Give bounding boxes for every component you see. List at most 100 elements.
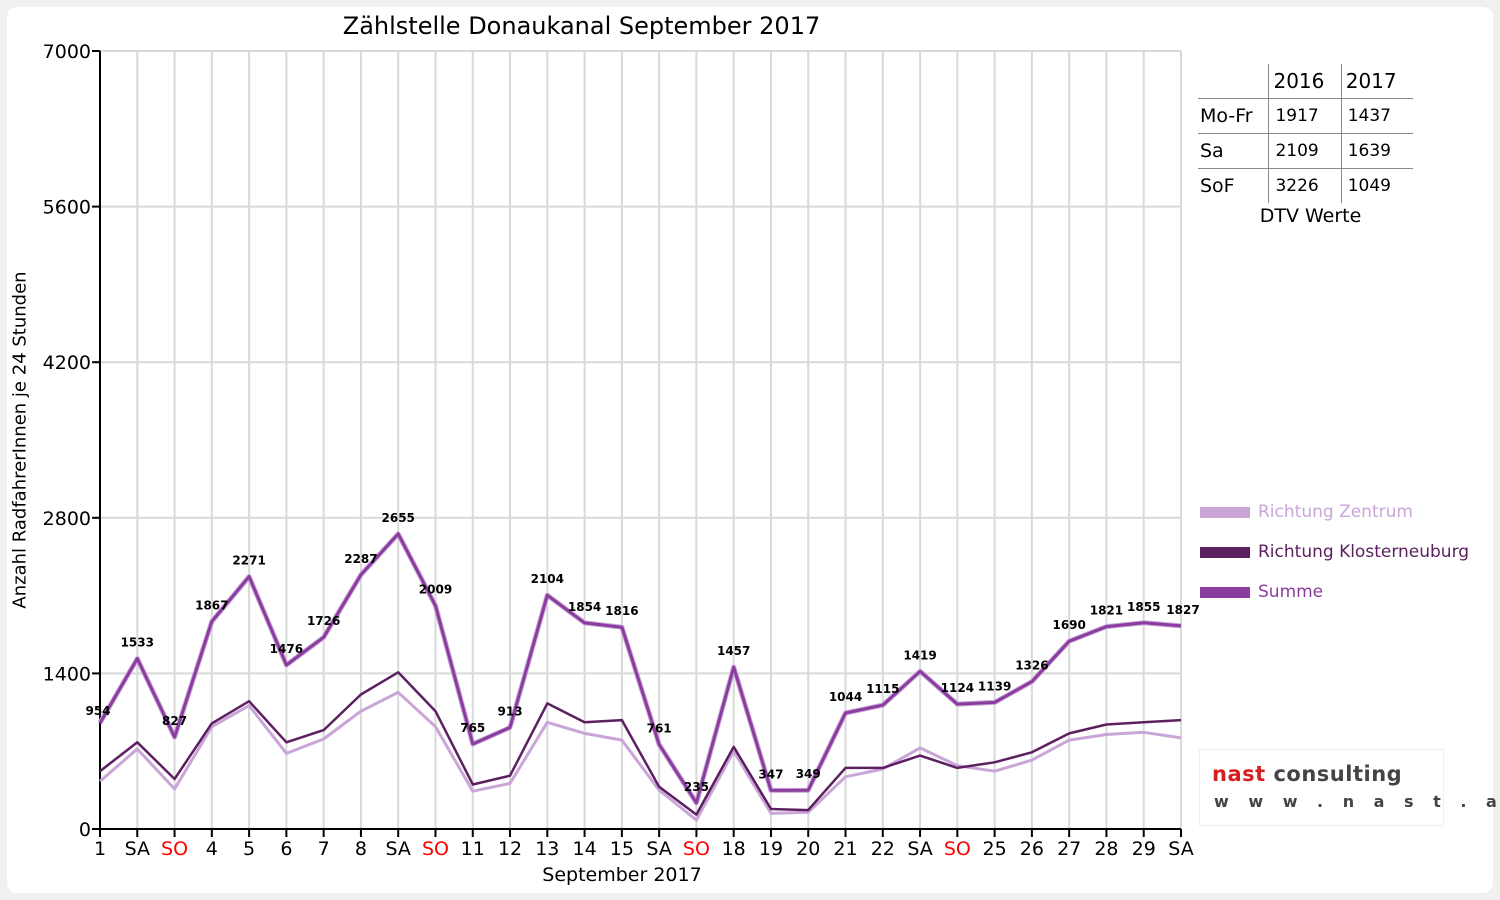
chart-title: Zählstelle Donaukanal September 2017 xyxy=(342,12,821,40)
y-tick-label: 7000 xyxy=(43,41,91,63)
x-tick-label: SA xyxy=(1168,838,1193,860)
x-tick-label: SA xyxy=(385,838,410,860)
y-tick-label: 1400 xyxy=(43,663,91,685)
dtv-cell: 3226 xyxy=(1268,168,1342,203)
legend-item-summe: Summe xyxy=(1200,572,1469,612)
y-tick-label: 0 xyxy=(79,819,91,841)
dtv-col-2016: 2016 xyxy=(1268,64,1342,99)
data-label: 2009 xyxy=(419,583,452,597)
x-tick-label: SO xyxy=(683,838,710,860)
data-label: 1326 xyxy=(1015,659,1048,673)
dtv-cell: 1639 xyxy=(1340,133,1413,169)
data-label: 2287 xyxy=(344,552,377,566)
x-tick-label: 13 xyxy=(535,838,559,860)
data-label: 1854 xyxy=(568,600,601,614)
data-label: 1044 xyxy=(829,690,862,704)
data-label: 765 xyxy=(460,721,485,735)
series-line-richtung-zentrum xyxy=(99,690,1182,822)
x-tick-label: 21 xyxy=(833,838,857,860)
x-tick-label: SO xyxy=(422,838,449,860)
data-label: 1816 xyxy=(605,604,638,618)
x-tick-label: 15 xyxy=(610,838,634,860)
legend-swatch xyxy=(1200,546,1250,558)
x-tick-label: 4 xyxy=(206,838,218,860)
logo-wordmark: nast consulting xyxy=(1212,762,1402,786)
x-tick-label: 19 xyxy=(759,838,783,860)
y-tick-label: 2800 xyxy=(43,508,91,530)
data-label: 1476 xyxy=(270,642,303,656)
x-tick-label: 29 xyxy=(1132,838,1156,860)
dtv-row-label: Mo-Fr xyxy=(1198,98,1269,134)
dtv-row: Sa 2109 1639 xyxy=(1198,133,1413,169)
data-label: 347 xyxy=(758,767,783,781)
x-axis-label: September 2017 xyxy=(542,864,702,886)
x-tick-label: 6 xyxy=(280,838,292,860)
logo-word-consulting: consulting xyxy=(1273,762,1403,786)
data-label: 349 xyxy=(796,767,821,781)
y-axis-label: Anzahl RadfahrerInnen je 24 Stunden xyxy=(9,271,31,609)
data-label: 2271 xyxy=(232,554,265,568)
company-logo: nast consulting w w w . n a s t . a t xyxy=(1200,750,1500,825)
data-label: 2104 xyxy=(531,572,564,586)
data-label: 1457 xyxy=(717,644,750,658)
dtv-header-row: 2016 2017 xyxy=(1198,64,1413,99)
series-line-summe xyxy=(98,532,1182,805)
x-tick-label: 12 xyxy=(498,838,522,860)
y-tick-label: 4200 xyxy=(43,352,91,374)
data-label: 1867 xyxy=(195,598,228,612)
dtv-row-label: Sa xyxy=(1198,133,1269,169)
x-tick-label: 8 xyxy=(355,838,367,860)
legend-label: Summe xyxy=(1258,582,1324,602)
x-tick-label: 25 xyxy=(983,838,1007,860)
legend-label: Richtung Klosterneuburg xyxy=(1258,542,1470,562)
legend-item-zentrum: Richtung Zentrum xyxy=(1200,492,1469,532)
legend: Richtung Zentrum Richtung Klosterneuburg… xyxy=(1200,492,1469,612)
logo-url: w w w . n a s t . a t xyxy=(1214,792,1500,811)
data-label: 235 xyxy=(684,780,709,794)
dtv-caption: DTV Werte xyxy=(1259,205,1362,227)
legend-item-klosterneuburg: Richtung Klosterneuburg xyxy=(1200,532,1469,572)
x-tick-label: SA xyxy=(907,838,932,860)
data-label: 1115 xyxy=(866,682,899,696)
series-line-richtung-klosterneuburg xyxy=(99,671,1182,816)
x-tick-label: 11 xyxy=(461,838,485,860)
data-label: 1855 xyxy=(1127,600,1160,614)
x-tick-label: 22 xyxy=(871,838,895,860)
data-label: 913 xyxy=(498,705,523,719)
x-tick-label: 14 xyxy=(572,838,596,860)
legend-swatch xyxy=(1200,586,1250,598)
x-tick-label: SA xyxy=(646,838,671,860)
logo-word-nast: nast xyxy=(1212,762,1266,786)
data-label: 827 xyxy=(162,714,187,728)
dtv-row: SoF 3226 1049 xyxy=(1198,168,1413,203)
dtv-row-label: SoF xyxy=(1200,175,1235,197)
x-tick-label: 5 xyxy=(243,838,255,860)
x-tick-label: 1 xyxy=(94,838,106,860)
dtv-cell: 1437 xyxy=(1340,98,1413,134)
data-label: 1726 xyxy=(307,614,340,628)
legend-swatch xyxy=(1200,506,1250,518)
x-tick-label: 28 xyxy=(1094,838,1118,860)
x-tick-label: 27 xyxy=(1057,838,1081,860)
data-label: 761 xyxy=(647,721,672,735)
x-tick-label: SA xyxy=(125,838,150,860)
legend-label: Richtung Zentrum xyxy=(1258,502,1413,522)
data-label: 1419 xyxy=(903,648,936,662)
dtv-row: Mo-Fr 1917 1437 xyxy=(1198,98,1413,134)
x-tick-label: 26 xyxy=(1020,838,1044,860)
y-tick-label: 5600 xyxy=(43,197,91,219)
data-label: 1827 xyxy=(1166,603,1199,617)
data-label: 2655 xyxy=(382,511,415,525)
data-label: 1821 xyxy=(1090,604,1123,618)
dtv-table: 2016 2017 Mo-Fr 1917 1437 Sa 2109 1639 S… xyxy=(1198,64,1413,227)
data-label: 954 xyxy=(85,704,110,718)
data-label: 1533 xyxy=(121,636,154,650)
data-label: 1124 xyxy=(941,681,974,695)
x-tick-label: SO xyxy=(161,838,188,860)
dtv-cell: 2109 xyxy=(1268,133,1342,169)
x-tick-label: 20 xyxy=(796,838,820,860)
data-label: 1139 xyxy=(978,679,1011,693)
dtv-cell: 1917 xyxy=(1268,98,1342,134)
x-tick-label: 18 xyxy=(722,838,746,860)
